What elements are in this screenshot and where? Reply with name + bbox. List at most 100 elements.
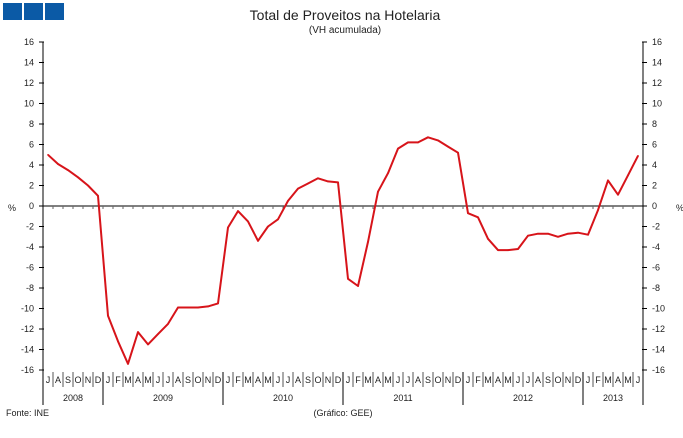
y-tick-label-left: 0 bbox=[29, 201, 34, 211]
y-tick-label-right: 10 bbox=[652, 99, 662, 109]
data-point bbox=[577, 231, 579, 234]
y-tick-label-right: -14 bbox=[652, 345, 665, 355]
month-label: J bbox=[516, 375, 521, 385]
month-label: J bbox=[226, 375, 231, 385]
data-point bbox=[337, 181, 339, 184]
data-point bbox=[617, 193, 619, 196]
month-label: M bbox=[264, 375, 272, 385]
y-tick-label-right: 8 bbox=[652, 119, 657, 129]
month-label: M bbox=[124, 375, 132, 385]
chart-title: Total de Proveitos na Hotelaria bbox=[250, 7, 441, 23]
month-label: N bbox=[325, 375, 332, 385]
month-label: J bbox=[466, 375, 471, 385]
y-tick-label-left: -8 bbox=[26, 283, 34, 293]
month-label: N bbox=[445, 375, 452, 385]
year-label: 2009 bbox=[153, 393, 173, 403]
month-label: F bbox=[475, 375, 481, 385]
data-point bbox=[417, 141, 419, 144]
month-label: J bbox=[346, 375, 351, 385]
data-point bbox=[187, 306, 189, 309]
y-tick-label-right: 4 bbox=[652, 160, 657, 170]
month-label: D bbox=[335, 375, 342, 385]
y-tick-label-right: -8 bbox=[652, 283, 660, 293]
month-label: M bbox=[364, 375, 372, 385]
y-tick-label-left: 6 bbox=[29, 140, 34, 150]
data-point bbox=[517, 248, 519, 250]
month-label: M bbox=[484, 375, 492, 385]
month-label: A bbox=[255, 375, 261, 385]
data-point bbox=[527, 234, 529, 237]
y-tick-label-right: 16 bbox=[652, 37, 662, 47]
month-label: N bbox=[205, 375, 212, 385]
y-tick-label-left: 4 bbox=[29, 160, 34, 170]
data-point bbox=[277, 218, 279, 221]
data-point bbox=[97, 194, 99, 197]
data-point bbox=[397, 147, 399, 150]
month-label: J bbox=[406, 375, 411, 385]
data-point bbox=[107, 314, 109, 317]
data-point bbox=[197, 306, 199, 309]
y-tick-label-left: 14 bbox=[24, 58, 34, 68]
month-label: A bbox=[55, 375, 61, 385]
data-point bbox=[77, 176, 79, 179]
data-point bbox=[67, 169, 69, 171]
month-label: A bbox=[495, 375, 501, 385]
data-point bbox=[387, 172, 389, 174]
month-label: M bbox=[244, 375, 252, 385]
month-label: O bbox=[74, 375, 81, 385]
y-tick-label-left: -4 bbox=[26, 242, 34, 252]
month-label: J bbox=[46, 375, 51, 385]
data-point bbox=[567, 232, 569, 235]
y-tick-label-left: 16 bbox=[24, 37, 34, 47]
year-label: 2008 bbox=[63, 393, 83, 403]
credit-note: (Gráfico: GEE) bbox=[313, 408, 372, 418]
y-tick-label-right: -12 bbox=[652, 324, 665, 334]
month-label: A bbox=[415, 375, 421, 385]
month-label: D bbox=[95, 375, 102, 385]
data-point bbox=[57, 163, 59, 165]
month-label: O bbox=[194, 375, 201, 385]
data-point bbox=[477, 216, 479, 219]
month-label: D bbox=[215, 375, 222, 385]
y-tick-label-left: 12 bbox=[24, 78, 34, 88]
data-point bbox=[237, 210, 239, 212]
y-tick-label-right: -2 bbox=[652, 222, 660, 232]
month-label: M bbox=[144, 375, 152, 385]
month-label: S bbox=[65, 375, 71, 385]
month-label: J bbox=[276, 375, 281, 385]
data-point bbox=[247, 220, 249, 223]
month-label: S bbox=[185, 375, 191, 385]
year-label: 2010 bbox=[273, 393, 293, 403]
month-label: N bbox=[565, 375, 572, 385]
y-tick-label-right: 14 bbox=[652, 58, 662, 68]
y-tick-label-right: -6 bbox=[652, 263, 660, 273]
month-label: F bbox=[595, 375, 601, 385]
data-point bbox=[367, 241, 369, 243]
month-label: A bbox=[375, 375, 381, 385]
data-point bbox=[327, 180, 329, 183]
chart-subtitle: (VH acumulada) bbox=[309, 25, 381, 36]
year-label: 2012 bbox=[513, 393, 533, 403]
month-label: S bbox=[425, 375, 431, 385]
y-tick-label-right: -4 bbox=[652, 242, 660, 252]
y-tick-label-left: -6 bbox=[26, 263, 34, 273]
y-tick-label-right: -10 bbox=[652, 304, 665, 314]
y-tick-label-left: 10 bbox=[24, 99, 34, 109]
data-point bbox=[227, 226, 229, 229]
data-point bbox=[257, 240, 259, 242]
month-label: F bbox=[355, 375, 361, 385]
y-axis-label-left: % bbox=[8, 203, 16, 213]
month-label: M bbox=[604, 375, 612, 385]
source-note: Fonte: INE bbox=[6, 408, 49, 418]
y-tick-label-right: -16 bbox=[652, 365, 665, 375]
month-label: D bbox=[575, 375, 582, 385]
month-label: M bbox=[504, 375, 512, 385]
data-point bbox=[587, 233, 589, 236]
data-point bbox=[117, 340, 119, 343]
y-tick-label-left: -14 bbox=[21, 345, 34, 355]
data-point bbox=[127, 363, 129, 365]
y-tick-label-left: 8 bbox=[29, 119, 34, 129]
data-point bbox=[497, 249, 499, 251]
data-point bbox=[307, 182, 309, 185]
